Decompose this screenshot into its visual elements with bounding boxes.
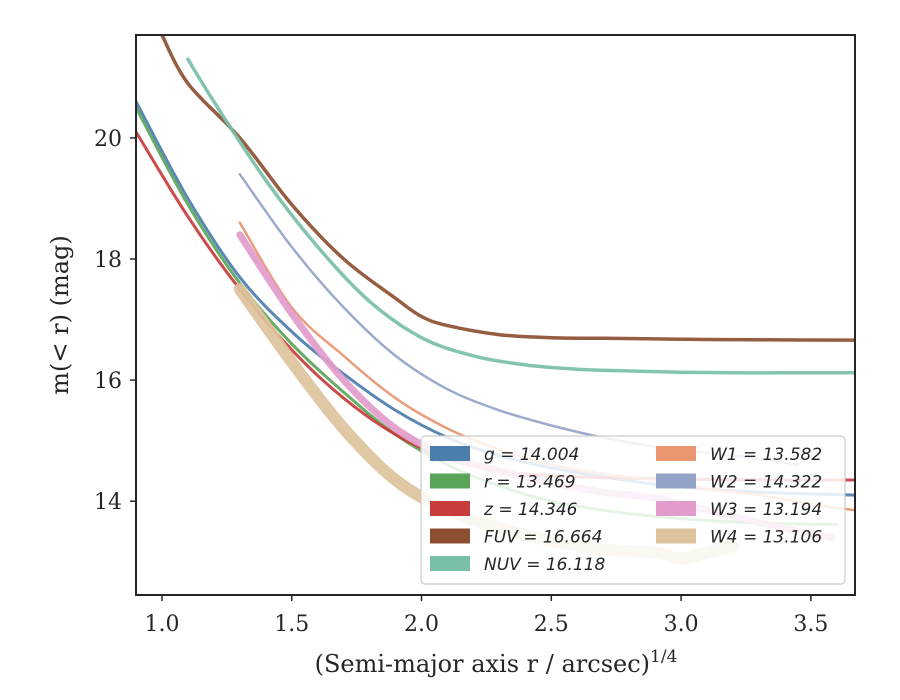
x-tick-label: 3.5 [793,612,828,637]
series-line-nuv [186,57,855,375]
legend-swatch-z [430,501,470,516]
legend-label-z: z = 14.346 [483,500,578,520]
legend-label-nuv: NUV = 16.118 [484,555,606,575]
x-axis-label-exponent: 1/4 [650,647,677,667]
legend-box [420,435,846,585]
legend-label-r: r = 13.469 [484,473,576,493]
legend-swatch-w1 [656,446,696,461]
y-tick-label: 16 [94,369,122,394]
legend-label-w1: W1 = 13.582 [710,445,822,465]
legend-swatch-fuv [430,528,470,544]
x-ticks: 1.0 1.5 2.0 2.5 3.0 3.5 [144,595,828,637]
x-tick-label: 2.5 [534,612,569,637]
x-tick-label: 2.0 [404,612,439,637]
legend-swatch-g [430,446,470,461]
y-tick-label: 18 [94,248,122,273]
x-tick-label: 1.0 [144,612,179,637]
y-ticks: 14 16 18 20 [94,127,136,515]
x-tick-label: 1.5 [274,612,309,637]
series-line-w2 [238,172,800,467]
legend-swatch-w2 [656,473,696,489]
legend-label-w3: W3 = 13.194 [710,500,822,520]
legend-label-fuv: FUV = 16.664 [484,528,602,548]
legend-swatch-w4 [656,528,696,544]
series-line-z [136,130,855,482]
x-tick-label: 3.0 [664,612,699,637]
series-line-fuv [160,35,855,342]
plot-frame [135,34,856,596]
legend-swatch-nuv [430,556,470,571]
x-axis-label: (Semi-major axis r / arcsec)1/4 [315,647,678,678]
y-tick-label: 14 [94,490,122,515]
x-axis-label-main: (Semi-major axis r / arcsec) [315,650,650,678]
legend-swatch-w3 [656,501,696,516]
legend: g = 14.004 r = 13.469 z = 14.346 FUV = 16.6… [420,435,846,585]
y-axis-label: m(< r) (mag) [46,235,74,394]
legend-label-g: g = 14.004 [484,445,579,465]
legend-swatch-r [430,473,470,489]
y-tick-label: 20 [94,127,122,152]
legend-label-w2: W2 = 14.322 [710,473,822,493]
legend-label-w4: W4 = 13.106 [710,528,822,548]
